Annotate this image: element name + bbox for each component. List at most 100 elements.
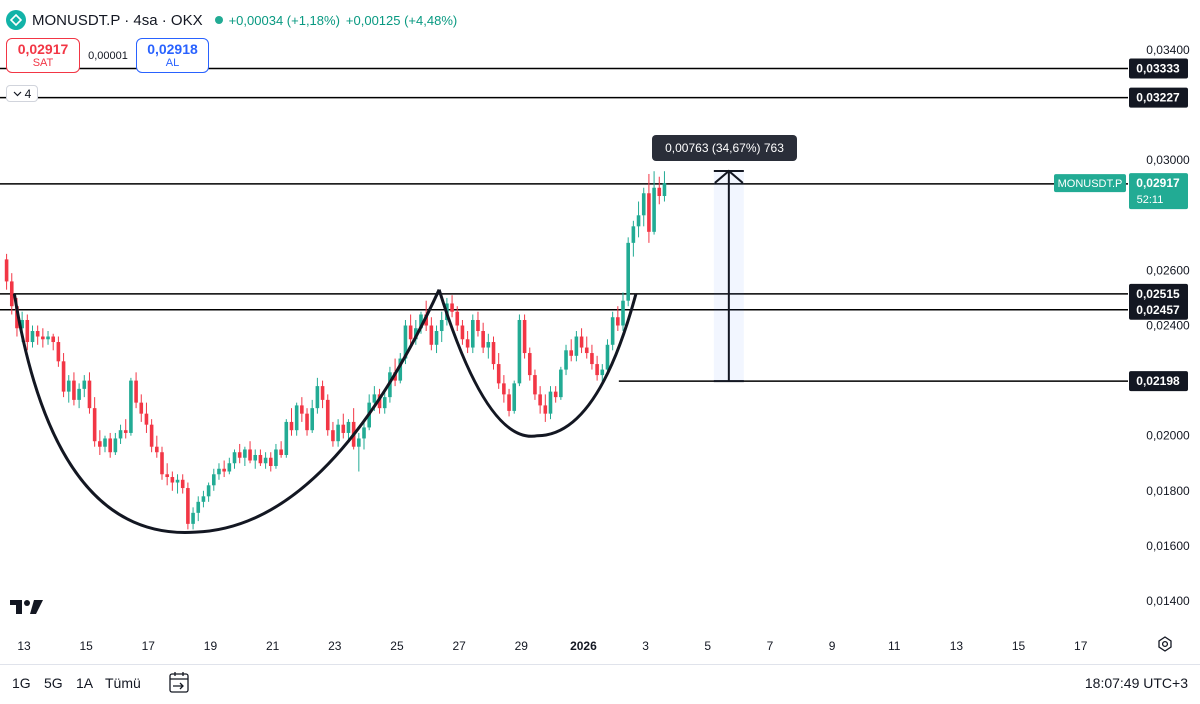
candle-body — [605, 344, 610, 370]
level-price-tag — [1129, 371, 1188, 392]
range-1m-button[interactable]: 1A — [76, 675, 94, 691]
candle-body — [227, 463, 232, 472]
settings-icon[interactable] — [1157, 636, 1173, 652]
candle-body — [51, 336, 56, 343]
okx-logo-icon — [6, 10, 26, 30]
buy-button[interactable]: 0,02918 AL — [136, 38, 209, 73]
candle-body — [253, 454, 258, 461]
y-tick-label: 0,01600 — [1146, 539, 1190, 553]
clock-display[interactable]: 18:07:49 UTC+3 — [1084, 675, 1188, 691]
candle-body — [191, 512, 195, 524]
range-5d-button[interactable]: 5G — [44, 675, 63, 691]
candle-body — [98, 441, 102, 447]
candle-body — [222, 468, 226, 472]
candle-body — [512, 383, 517, 411]
candle-body — [481, 331, 485, 348]
buy-price: 0,02918 — [147, 41, 198, 57]
indicators-toggle[interactable]: 4 — [6, 85, 38, 102]
candle-body — [460, 325, 465, 340]
x-tick-label: 21 — [266, 639, 280, 653]
level-price-label: 0,02457 — [1136, 303, 1180, 317]
price-change-1: +0,00034 (+1,18%) — [228, 12, 340, 28]
price-change-2: +0,00125 (+4,48%) — [345, 12, 458, 28]
candle-body — [305, 413, 309, 431]
candle-body — [362, 427, 366, 439]
x-tick-label: 15 — [1012, 639, 1026, 653]
candle-body — [610, 317, 615, 345]
candle-body — [574, 336, 579, 356]
candle-body — [186, 488, 190, 524]
candle-body — [590, 353, 594, 365]
range-all-button[interactable]: Tümü — [105, 675, 141, 691]
x-tick-label: 9 — [829, 639, 836, 653]
symbol-tag — [1054, 174, 1126, 193]
x-tick-label: 7 — [767, 639, 774, 653]
candle-body — [647, 193, 651, 232]
candle-body — [41, 336, 45, 340]
candle-body — [4, 259, 9, 282]
candle-body — [336, 424, 340, 442]
candle-body — [455, 311, 460, 326]
candle-body — [284, 421, 289, 455]
candle-body — [476, 319, 480, 332]
sell-label: SAT — [32, 57, 54, 69]
candle-body — [118, 430, 123, 439]
candle-body — [419, 314, 423, 329]
candle-body — [408, 325, 413, 340]
x-tick-label: 23 — [328, 639, 342, 653]
range-1d-button[interactable]: 1G — [12, 675, 31, 691]
candle-body — [636, 215, 641, 227]
candle-body — [569, 350, 574, 356]
x-tick-label: 17 — [142, 639, 156, 653]
candle-body — [82, 380, 87, 389]
candle-body — [232, 452, 237, 464]
candle-body — [320, 386, 325, 400]
candle-body — [325, 399, 330, 431]
y-tick-label: 0,02400 — [1146, 319, 1190, 333]
candle-body — [621, 300, 625, 326]
symbol-title[interactable]: MONUSDT.P · 4sa · OKX — [32, 11, 203, 29]
bar-countdown-label: 52:11 — [1137, 194, 1164, 206]
candle-body — [372, 394, 377, 403]
candle-body — [626, 242, 630, 301]
x-tick-label: 17 — [1074, 639, 1088, 653]
tradingview-logo-icon[interactable] — [10, 598, 44, 616]
candle-body — [553, 391, 558, 398]
level-price-tag — [1129, 283, 1188, 304]
spread-value: 0,00001 — [88, 50, 128, 62]
candle-body — [35, 331, 40, 337]
candle-body — [533, 375, 537, 395]
level-price-tag — [1129, 58, 1188, 79]
sell-button[interactable]: 0,02917 SAT — [6, 38, 80, 73]
measure-tooltip: 0,00763 (34,67%) 763 — [652, 135, 797, 161]
candle-body — [123, 430, 128, 433]
level-price-label: 0,02198 — [1136, 374, 1180, 388]
candle-body — [450, 303, 454, 312]
candle-body — [170, 477, 175, 483]
level-price-label: 0,03333 — [1136, 61, 1180, 75]
candle-body — [77, 388, 81, 400]
candle-body — [346, 421, 351, 433]
y-tick-label: 0,01400 — [1146, 594, 1190, 608]
candle-body — [491, 342, 496, 365]
candle-body — [465, 339, 470, 348]
x-tick-label: 11 — [888, 639, 901, 653]
candle-body — [92, 408, 97, 442]
candle-body — [258, 454, 263, 464]
chart-header: MONUSDT.P · 4sa · OKX +0,00034 (+1,18%) … — [6, 6, 457, 34]
goto-date-icon[interactable] — [168, 671, 190, 695]
candle-body — [517, 319, 522, 384]
x-tick-label: 5 — [704, 639, 711, 653]
candle-body — [217, 468, 221, 475]
y-tick-label: 0,03000 — [1146, 153, 1190, 167]
candle-body — [25, 319, 30, 343]
candle-body — [543, 405, 548, 414]
x-tick-label: 25 — [390, 639, 404, 653]
level-price-tag — [1129, 87, 1188, 108]
candle-body — [113, 438, 118, 453]
candle-body — [616, 317, 620, 326]
candle-body — [559, 369, 563, 398]
symbol-tag-label: MONUSDT.P — [1058, 178, 1123, 190]
candle-body — [155, 446, 159, 453]
